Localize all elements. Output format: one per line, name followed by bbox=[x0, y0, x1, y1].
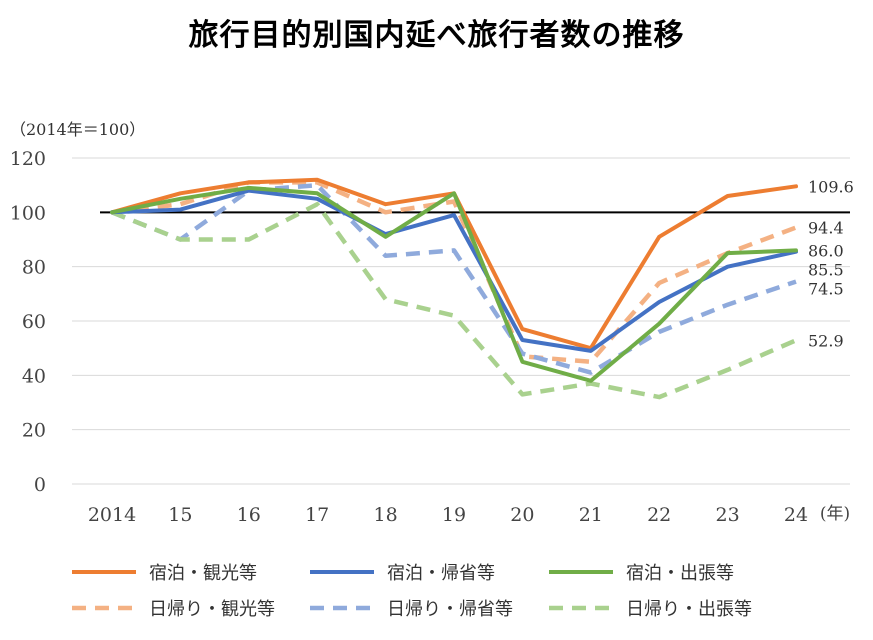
x-tick-label: 23 bbox=[716, 504, 740, 526]
y-axis-ticks: 0 20 40 60 80 100 120 bbox=[10, 148, 46, 496]
x-tick-label: 2014 bbox=[88, 504, 136, 526]
end-value-label: 86.0 bbox=[808, 241, 844, 260]
y-axis-unit-label: （2014年＝100） bbox=[10, 120, 146, 139]
x-tick-label: 19 bbox=[442, 504, 466, 526]
series-line bbox=[111, 182, 797, 375]
end-value-label: 94.4 bbox=[808, 219, 844, 238]
legend-label: 日帰り・帰省等 bbox=[387, 599, 513, 620]
y-tick-label: 60 bbox=[22, 311, 46, 333]
series-line bbox=[110, 188, 798, 353]
x-tick-label: 15 bbox=[168, 504, 192, 526]
y-tick-label: 120 bbox=[10, 148, 46, 170]
y-tick-label: 100 bbox=[10, 202, 46, 224]
x-tick-label: 20 bbox=[510, 504, 534, 526]
legend-label: 日帰り・観光等 bbox=[149, 599, 275, 620]
legend-label: 宿泊・観光等 bbox=[149, 563, 257, 584]
legend-label: 宿泊・帰省等 bbox=[387, 563, 495, 584]
x-axis-unit-label: (年) bbox=[820, 504, 850, 524]
series-line bbox=[111, 201, 797, 400]
y-tick-label: 0 bbox=[34, 474, 46, 496]
x-tick-label: 18 bbox=[374, 504, 398, 526]
chart-title: 旅行目的別国内延べ旅行者数の推移 bbox=[188, 18, 685, 53]
end-value-label: 85.5 bbox=[808, 260, 844, 279]
y-tick-label: 20 bbox=[22, 420, 46, 442]
legend-label: 日帰り・出張等 bbox=[626, 599, 752, 620]
x-tick-label: 16 bbox=[237, 504, 261, 526]
x-tick-label: 22 bbox=[647, 504, 671, 526]
end-value-label: 52.9 bbox=[808, 331, 844, 350]
series-line bbox=[110, 185, 798, 383]
end-labels: 109.6 94.4 86.085.574.5 52.9 bbox=[808, 177, 854, 350]
legend-label: 宿泊・出張等 bbox=[626, 563, 734, 584]
x-axis-ticks: 2014 15 16 17 18 19 20 21 22 23 24 (年) bbox=[88, 504, 850, 526]
x-tick-label: 21 bbox=[579, 504, 603, 526]
series-line bbox=[111, 180, 797, 365]
x-tick-label: 24 bbox=[784, 504, 808, 526]
end-value-label: 74.5 bbox=[808, 279, 844, 298]
y-tick-label: 80 bbox=[22, 257, 46, 279]
gridlines bbox=[72, 157, 850, 485]
x-tick-label: 17 bbox=[305, 504, 329, 526]
y-tick-label: 40 bbox=[22, 365, 46, 387]
end-value-label: 109.6 bbox=[808, 177, 854, 196]
series-lines bbox=[110, 177, 798, 400]
